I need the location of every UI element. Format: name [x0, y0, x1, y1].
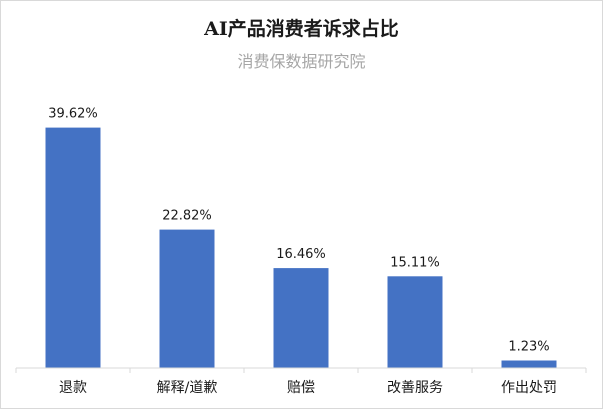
category-label-3: 赔偿	[287, 380, 315, 396]
bars-group	[45, 127, 557, 368]
bar-5	[501, 360, 557, 368]
bar-4	[387, 276, 443, 368]
bar-3	[273, 268, 329, 368]
chart-subtitle: 消费保数据研究院	[237, 52, 366, 71]
category-label-5: 作出处罚	[501, 380, 557, 396]
x-axis-ticks	[15, 368, 587, 373]
chart-title: AI产品消费者诉求占比	[204, 18, 399, 40]
category-label-4: 改善服务	[387, 380, 443, 396]
data-label-3: 16.46%	[276, 247, 326, 262]
category-label-1: 退款	[59, 380, 87, 396]
data-labels-group: 39.62% 22.82% 16.46% 15.11% 1.23%	[48, 107, 549, 355]
data-label-1: 39.62%	[48, 107, 98, 122]
bar-2	[159, 229, 215, 368]
data-label-5: 1.23%	[508, 340, 549, 355]
data-label-4: 15.11%	[390, 255, 440, 270]
category-label-2: 解释/道歉	[157, 379, 218, 396]
x-axis-tick-labels: 退款 解释/道歉 赔偿 改善服务 作出处罚	[59, 379, 557, 396]
data-label-2: 22.82%	[162, 209, 212, 224]
bar-1	[45, 127, 101, 368]
